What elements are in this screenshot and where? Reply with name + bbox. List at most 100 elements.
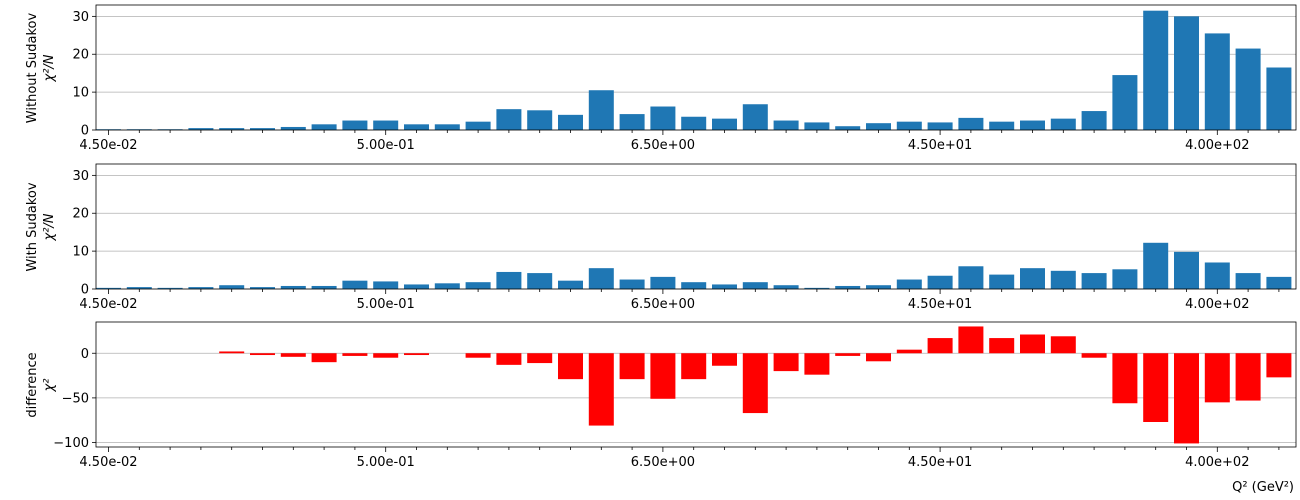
bar [835, 353, 861, 356]
bar [712, 353, 737, 366]
bar [527, 273, 553, 289]
x-tick-label: 4.50e+01 [908, 297, 972, 312]
x-tick-label: 4.50e+01 [908, 138, 972, 153]
bar [896, 121, 922, 130]
x-tick-label: 4.50e-02 [79, 455, 137, 470]
bar [1235, 273, 1261, 289]
bar [773, 285, 799, 289]
panel-difference: 0 −50 −100 4.50e-02 5.00e-01 6.50e+00 4.50e+01… [25, 321, 1297, 470]
y-tick-label: 10 [72, 245, 89, 260]
bar [927, 122, 953, 130]
y-tick-label: 30 [72, 10, 89, 25]
bar [958, 326, 984, 354]
bar [250, 287, 275, 289]
bar [188, 287, 214, 289]
bar [434, 124, 460, 130]
bar [373, 281, 399, 289]
bar [1020, 268, 1045, 289]
bar [496, 271, 522, 289]
bar [558, 280, 583, 289]
bar [588, 90, 614, 130]
bar [989, 274, 1015, 289]
bar [1174, 353, 1199, 444]
bar [157, 287, 183, 289]
bar [712, 118, 737, 130]
bar [619, 353, 645, 380]
bar [1266, 353, 1292, 378]
bar [1112, 269, 1138, 289]
panel-without-sudakov: 0 10 20 30 4.50e-02 5.00e-01 6.50e+00 4.50e+01 4… [25, 4, 1297, 153]
bar [681, 116, 707, 130]
bar [1204, 33, 1230, 131]
bar [1020, 334, 1045, 354]
bar [1050, 336, 1076, 354]
bar [958, 117, 984, 130]
bar [588, 353, 614, 426]
bar [434, 283, 460, 289]
bar [742, 104, 768, 130]
x-tick-label: 4.00e+02 [1185, 297, 1249, 312]
bar [1112, 353, 1138, 404]
bar [619, 114, 645, 130]
bar [742, 353, 768, 414]
bar [373, 120, 399, 130]
bar [250, 353, 275, 356]
bar [188, 128, 214, 130]
bar [465, 121, 491, 130]
bar [342, 120, 368, 130]
y-tick-label: −100 [53, 436, 89, 451]
bar [1050, 118, 1076, 130]
axes-frame [95, 163, 1297, 290]
bar [496, 353, 522, 365]
y-tick-label: 0 [81, 124, 89, 139]
axes-frame [95, 321, 1297, 448]
bar [1050, 270, 1076, 289]
bar [588, 268, 614, 289]
bar [650, 276, 676, 289]
bar [1174, 16, 1199, 131]
bar [1112, 75, 1138, 130]
y-axis-label: difference χ² [25, 352, 57, 417]
y-tick-label: 20 [72, 48, 89, 63]
bar [219, 128, 245, 130]
x-tick-label: 4.00e+02 [1185, 455, 1249, 470]
bar [311, 353, 337, 363]
bar [1143, 353, 1169, 422]
bar [835, 126, 861, 130]
bar [1266, 276, 1292, 289]
bar [804, 122, 830, 130]
bar [804, 287, 830, 289]
bar [681, 353, 707, 380]
x-tick-label: 5.00e-01 [357, 138, 415, 153]
bar [280, 285, 306, 289]
bar [650, 106, 676, 130]
bar [1143, 242, 1169, 289]
bar [712, 284, 737, 289]
x-tick-label: 6.50e+00 [631, 138, 695, 153]
bar [896, 279, 922, 289]
bar [280, 126, 306, 130]
bar [342, 280, 368, 289]
bar [958, 266, 984, 289]
x-axis-label: Q² (GeV²) [1232, 480, 1294, 495]
bar [1174, 251, 1199, 289]
y-tick-label: 10 [72, 86, 89, 101]
bar [558, 114, 583, 130]
bar [1081, 353, 1107, 358]
bar [650, 353, 676, 399]
bar [681, 282, 707, 289]
bar [126, 287, 152, 289]
bar [989, 121, 1015, 130]
bar [804, 353, 830, 375]
x-tick-label: 4.50e-02 [79, 138, 137, 153]
bar [866, 353, 891, 362]
axes-frame [95, 4, 1297, 131]
bar [558, 353, 583, 380]
x-tick-label: 4.50e+01 [908, 455, 972, 470]
bar [527, 353, 553, 364]
bar [219, 351, 245, 354]
panel-with-sudakov: 0 10 20 30 4.50e-02 5.00e-01 6.50e+00 4.50e+01 4… [25, 163, 1297, 312]
bar [1235, 353, 1261, 401]
y-axis-label: With Sudakov χ²/N [25, 182, 57, 271]
